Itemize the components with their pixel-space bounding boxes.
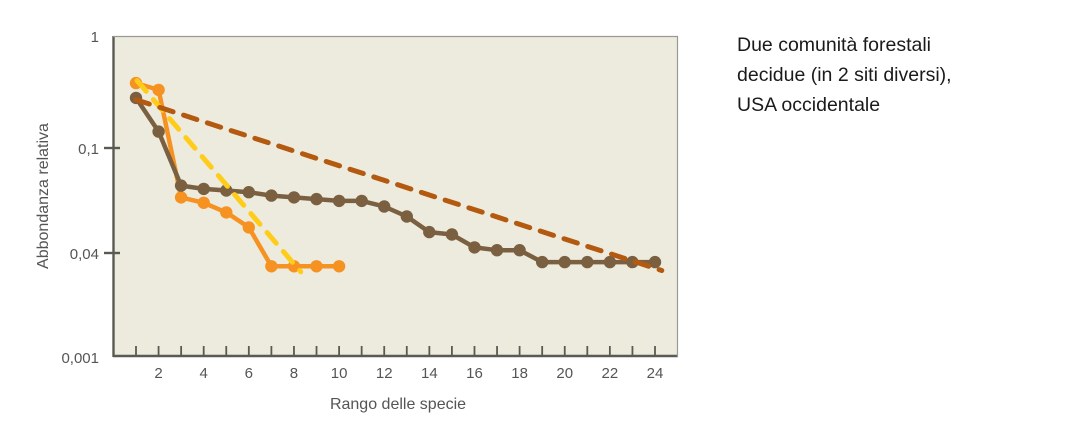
data-point-marker — [287, 191, 301, 204]
x-axis-tick-labels: 2 4 6 8 10 12 14 16 18 20 22 24 — [154, 365, 663, 382]
data-point-marker — [197, 196, 210, 209]
data-point-marker — [581, 255, 594, 269]
x-axis-ticks — [135, 346, 656, 356]
data-point-marker — [242, 186, 255, 199]
data-point-marker — [152, 83, 165, 97]
data-point-marker — [423, 225, 436, 239]
y-axis-title: Abbondanza relativa — [35, 123, 52, 269]
data-point-marker — [626, 255, 639, 269]
species-rank-abundance-chart: 10,10,040,001 2 4 6 8 10 12 14 16 18 20 22 24 Abbon… — [35, 29, 679, 413]
data-point-marker — [603, 255, 617, 269]
data-point-marker — [265, 260, 278, 273]
x-tick-label: 12 — [376, 365, 393, 382]
series-brown-geometric-fit — [133, 97, 665, 273]
series-line — [133, 97, 665, 273]
data-point-marker — [332, 260, 346, 273]
caption-line-3: USA occidentale — [737, 94, 881, 116]
y-axis-tick-labels: 1 0,1 0,04 0,001 — [61, 29, 99, 367]
data-point-marker — [197, 182, 210, 196]
chart-figure: 1 0,1 0,04 0,001 2 4 6 8 10 12 14 16 18 20 22 24 Abbon… — [35, 29, 679, 413]
y-tick-label: 0,1 — [78, 141, 99, 158]
series-line — [133, 80, 342, 269]
data-point-marker — [378, 200, 391, 213]
plot-background — [113, 36, 678, 357]
x-tick-label: 18 — [511, 365, 528, 382]
data-point-marker — [468, 241, 481, 254]
data-point-marker — [174, 179, 188, 192]
data-point-marker — [355, 194, 368, 208]
data-point-marker — [648, 255, 662, 269]
data-point-marker — [332, 194, 346, 208]
x-tick-label: 14 — [421, 365, 438, 382]
x-tick-label: 8 — [290, 365, 298, 382]
data-point-marker — [536, 255, 549, 269]
series-line — [134, 78, 304, 275]
x-tick-label: 22 — [602, 365, 619, 382]
x-axis-title: Rango delle specie — [330, 396, 466, 413]
caption-line-1: Due comunità forestali — [737, 34, 932, 56]
data-point-marker — [558, 255, 571, 269]
y-tick-label: 0,001 — [61, 350, 99, 367]
data-point-marker — [220, 206, 233, 219]
data-point-marker — [310, 260, 323, 273]
x-tick-label: 2 — [154, 365, 162, 382]
caption-line-2: decidue (in 2 siti diversi), — [737, 64, 952, 86]
x-tick-label: 10 — [331, 365, 348, 382]
y-tick-label: 0,04 — [70, 246, 99, 263]
figure-caption: Due comunità forestali decidue (in 2 sit… — [737, 30, 1067, 120]
data-point-marker — [265, 189, 278, 202]
x-tick-label: 24 — [647, 365, 664, 382]
data-point-marker — [152, 125, 165, 138]
series-brown-community — [129, 91, 662, 269]
data-point-marker — [445, 228, 459, 241]
data-series-layer — [129, 76, 665, 275]
data-point-marker — [490, 244, 504, 257]
x-tick-label: 16 — [466, 365, 483, 382]
y-axis-ticks — [104, 146, 120, 255]
x-tick-label: 6 — [245, 365, 253, 382]
y-tick-label: 1 — [91, 29, 99, 46]
x-tick-label: 4 — [200, 365, 208, 382]
series-yellow-geometric-fit — [134, 78, 304, 275]
data-point-marker — [242, 221, 255, 234]
data-point-marker — [400, 210, 413, 223]
data-point-marker — [513, 244, 526, 257]
data-point-marker — [310, 192, 323, 206]
data-point-marker — [174, 191, 188, 204]
series-orange-community — [129, 76, 346, 273]
x-tick-label: 20 — [556, 365, 573, 382]
